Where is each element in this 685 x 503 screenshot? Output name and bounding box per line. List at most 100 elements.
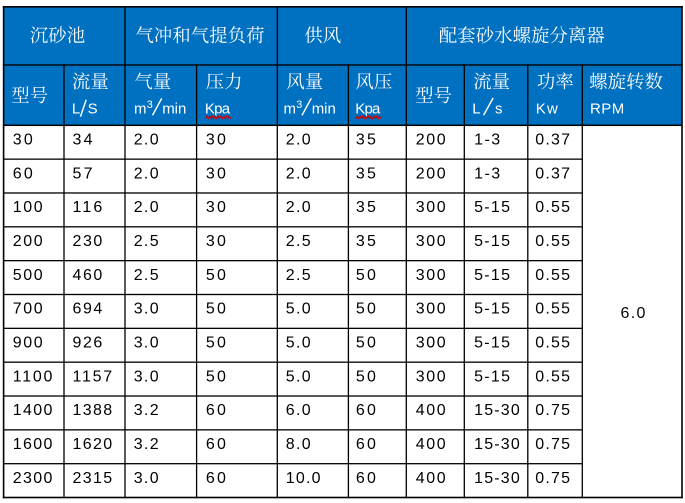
- svg-text:2.5: 2.5: [134, 233, 159, 250]
- svg-text:2.0: 2.0: [286, 165, 311, 182]
- svg-text:1400: 1400: [13, 402, 53, 419]
- svg-text:60: 60: [356, 402, 376, 419]
- svg-text:L: L: [72, 100, 80, 117]
- svg-text:300: 300: [416, 199, 446, 216]
- svg-text:50: 50: [206, 301, 226, 318]
- svg-text:300: 300: [416, 368, 446, 385]
- svg-text:30: 30: [206, 165, 226, 182]
- svg-text:35: 35: [356, 199, 376, 216]
- svg-text:3.0: 3.0: [134, 335, 159, 352]
- svg-text:100: 100: [13, 199, 43, 216]
- svg-text:50: 50: [206, 368, 226, 385]
- svg-text:50: 50: [356, 267, 376, 284]
- svg-text:5-15: 5-15: [474, 199, 510, 216]
- svg-text:5-15: 5-15: [474, 267, 510, 284]
- svg-text:50: 50: [356, 335, 376, 352]
- svg-text:0.55: 0.55: [535, 267, 570, 284]
- svg-text:0.37: 0.37: [535, 132, 570, 149]
- svg-text:1600: 1600: [13, 436, 53, 453]
- svg-text:460: 460: [73, 267, 103, 284]
- svg-text:0.75: 0.75: [535, 436, 570, 453]
- svg-text:60: 60: [206, 470, 226, 487]
- svg-text:RPM: RPM: [590, 100, 624, 117]
- svg-text:min: min: [162, 100, 186, 117]
- svg-text:2.0: 2.0: [134, 199, 159, 216]
- svg-text:5-15: 5-15: [474, 335, 510, 352]
- svg-text:L: L: [472, 100, 480, 117]
- svg-text:200: 200: [13, 233, 43, 250]
- svg-text:300: 300: [416, 301, 446, 318]
- svg-text:Kw: Kw: [536, 100, 558, 117]
- svg-text:15-30: 15-30: [474, 402, 520, 419]
- svg-text:34: 34: [73, 132, 93, 149]
- svg-text:m: m: [134, 100, 147, 117]
- svg-text:6.0: 6.0: [621, 305, 646, 322]
- svg-text:m: m: [284, 100, 297, 117]
- svg-text:300: 300: [416, 267, 446, 284]
- svg-text:5.0: 5.0: [286, 335, 311, 352]
- svg-text:1620: 1620: [73, 436, 113, 453]
- svg-text:2.0: 2.0: [286, 132, 311, 149]
- svg-text:2300: 2300: [13, 470, 53, 487]
- svg-text:Kpa: Kpa: [205, 100, 231, 117]
- svg-text:1-3: 1-3: [474, 165, 500, 182]
- svg-text:50: 50: [206, 267, 226, 284]
- svg-text:116: 116: [73, 199, 103, 216]
- svg-text:400: 400: [416, 436, 446, 453]
- svg-text:1157: 1157: [73, 368, 113, 385]
- svg-text:35: 35: [356, 132, 376, 149]
- svg-text:1388: 1388: [73, 402, 113, 419]
- svg-text:300: 300: [416, 233, 446, 250]
- svg-text:0.75: 0.75: [535, 470, 570, 487]
- svg-text:50: 50: [206, 335, 226, 352]
- svg-text:200: 200: [416, 132, 446, 149]
- svg-text:s: s: [495, 100, 503, 117]
- svg-text:min: min: [312, 100, 336, 117]
- svg-text:230: 230: [73, 233, 103, 250]
- svg-text:35: 35: [356, 233, 376, 250]
- svg-text:0.37: 0.37: [535, 165, 570, 182]
- svg-text:900: 900: [13, 335, 43, 352]
- svg-text:2.0: 2.0: [134, 165, 159, 182]
- svg-text:5.0: 5.0: [286, 368, 311, 385]
- svg-text:2.0: 2.0: [134, 132, 159, 149]
- svg-text:15-30: 15-30: [474, 436, 520, 453]
- svg-text:2.5: 2.5: [286, 233, 311, 250]
- svg-text:2.0: 2.0: [286, 199, 311, 216]
- svg-text:50: 50: [356, 301, 376, 318]
- svg-text:0.75: 0.75: [535, 402, 570, 419]
- svg-text:5-15: 5-15: [474, 233, 510, 250]
- svg-text:0.55: 0.55: [535, 233, 570, 250]
- svg-text:0.55: 0.55: [535, 301, 570, 318]
- svg-text:3.2: 3.2: [134, 436, 159, 453]
- svg-text:60: 60: [206, 402, 226, 419]
- svg-text:5-15: 5-15: [474, 368, 510, 385]
- svg-text:57: 57: [73, 165, 93, 182]
- svg-text:3.0: 3.0: [134, 301, 159, 318]
- svg-text:60: 60: [206, 436, 226, 453]
- svg-text:3.0: 3.0: [134, 470, 159, 487]
- svg-text:500: 500: [13, 267, 43, 284]
- svg-text:6.0: 6.0: [286, 402, 311, 419]
- svg-text:8.0: 8.0: [286, 436, 311, 453]
- svg-text:30: 30: [206, 233, 226, 250]
- svg-text:2.5: 2.5: [134, 267, 159, 284]
- svg-text:0.55: 0.55: [535, 335, 570, 352]
- svg-text:300: 300: [416, 335, 446, 352]
- svg-text:3.2: 3.2: [134, 402, 159, 419]
- svg-text:5-15: 5-15: [474, 301, 510, 318]
- svg-text:30: 30: [206, 132, 226, 149]
- svg-text:3: 3: [147, 99, 153, 111]
- svg-text:2315: 2315: [73, 470, 113, 487]
- svg-text:0.55: 0.55: [535, 368, 570, 385]
- svg-text:3: 3: [296, 99, 302, 111]
- svg-text:694: 694: [73, 301, 103, 318]
- svg-text:200: 200: [416, 165, 446, 182]
- svg-text:700: 700: [13, 301, 43, 318]
- svg-text:5.0: 5.0: [286, 301, 311, 318]
- svg-text:15-30: 15-30: [474, 470, 520, 487]
- svg-text:35: 35: [356, 165, 376, 182]
- svg-text:1100: 1100: [13, 368, 53, 385]
- svg-text:400: 400: [416, 470, 446, 487]
- svg-text:Kpa: Kpa: [355, 100, 381, 117]
